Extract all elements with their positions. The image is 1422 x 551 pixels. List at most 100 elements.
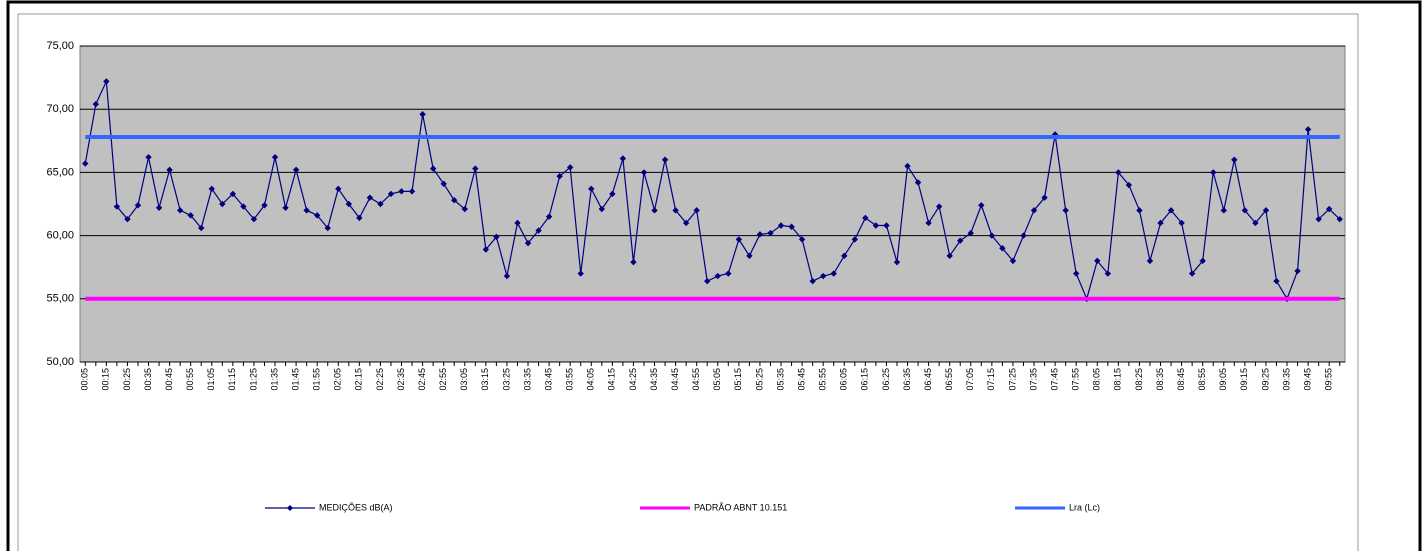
data-point [461,205,468,213]
x-tick-label: 07:55 [1071,368,1081,391]
data-point [830,270,837,277]
data-point [208,185,215,193]
data-point [1241,207,1249,214]
x-tick-label: 07:15 [986,368,996,391]
data-point [92,100,100,108]
data-point [145,154,152,161]
legend-label: PADRÃO ABNT 10.151 [694,502,787,512]
y-tick-label: 70,00 [46,103,74,115]
series-line [84,79,1341,301]
x-tick-label: 06:55 [944,368,954,391]
data-point [1199,257,1206,265]
data-point [1231,156,1238,163]
x-tick-label: 00:35 [143,368,153,391]
x-tick-label: 07:35 [1028,368,1038,391]
data-point [176,207,184,214]
outer-frame [6,0,1422,551]
x-tick-label: 00:15 [101,368,111,391]
data-point [429,165,437,172]
x-tick-label: 02:55 [438,368,448,391]
data-point [1115,169,1122,176]
data-point [1104,270,1112,277]
data-point [640,169,648,176]
data-point [630,258,637,266]
data-point [134,202,142,209]
data-point [514,219,521,227]
x-tick-label: 05:35 [775,368,785,391]
data-point [440,180,447,187]
data-point [1315,215,1322,223]
data-point [556,172,563,180]
data-point [788,223,795,230]
data-point [777,222,785,229]
data-point [925,219,932,227]
x-tick-label: 03:35 [522,368,532,391]
data-point [1094,257,1101,265]
y-tick-label: 65,00 [46,166,74,178]
data-point [577,270,584,277]
y-tick-label: 75,00 [46,40,74,52]
data-point [883,222,890,229]
data-point [198,224,205,232]
x-tick-label: 04:05 [586,368,596,391]
data-point [345,200,353,208]
data-point [661,156,669,163]
data-point [1252,219,1259,227]
data-point [1030,207,1038,214]
data-point [1062,207,1069,214]
x-tick-label: 08:35 [1155,368,1165,391]
x-tick-label: 08:25 [1134,368,1144,391]
x-tick-label: 09:05 [1218,368,1228,391]
data-point [387,190,395,198]
legend-marker [287,505,293,511]
data-point [1262,207,1270,214]
data-point [1167,207,1175,214]
data-point [872,222,880,229]
data-point [841,252,848,260]
data-point [240,203,247,210]
data-point [155,204,163,211]
data-point [282,204,289,211]
x-tick-label: 00:05 [80,368,90,391]
data-point [619,155,627,162]
data-point [292,166,300,174]
data-point [1336,215,1343,223]
data-point [682,219,690,227]
data-point [1210,169,1217,176]
data-point [566,164,574,171]
x-tick-label: 03:25 [501,368,511,391]
data-point [335,185,342,193]
data-point [851,236,859,243]
x-tick-label: 09:55 [1324,368,1334,391]
data-point [524,239,532,247]
x-tick-label: 02:05 [333,368,343,391]
data-point [704,277,711,285]
data-point [1125,181,1133,189]
data-point [419,111,426,118]
data-point [408,188,416,195]
data-point [904,162,911,170]
x-tick-label: 03:05 [459,368,469,391]
x-tick-label: 02:45 [417,368,427,391]
data-point [1072,270,1080,277]
data-point [1020,232,1027,239]
x-tick-label: 01:15 [227,368,237,391]
x-tick-label: 05:45 [796,368,806,391]
data-point [472,165,479,172]
data-point [893,258,901,266]
data-point [250,215,258,223]
legend-label: Lra (Lc) [1069,502,1100,512]
x-tick-label: 03:55 [565,368,575,391]
data-point [545,213,553,220]
x-tick-label: 09:15 [1239,368,1249,391]
data-point [1041,194,1048,201]
x-tick-label: 06:05 [839,368,849,391]
data-point [303,207,310,214]
data-point [261,202,268,209]
data-point [946,252,953,260]
data-point [366,194,374,201]
data-point [756,231,764,238]
x-tick-label: 09:45 [1302,368,1312,391]
x-tick-label: 07:45 [1049,368,1059,391]
